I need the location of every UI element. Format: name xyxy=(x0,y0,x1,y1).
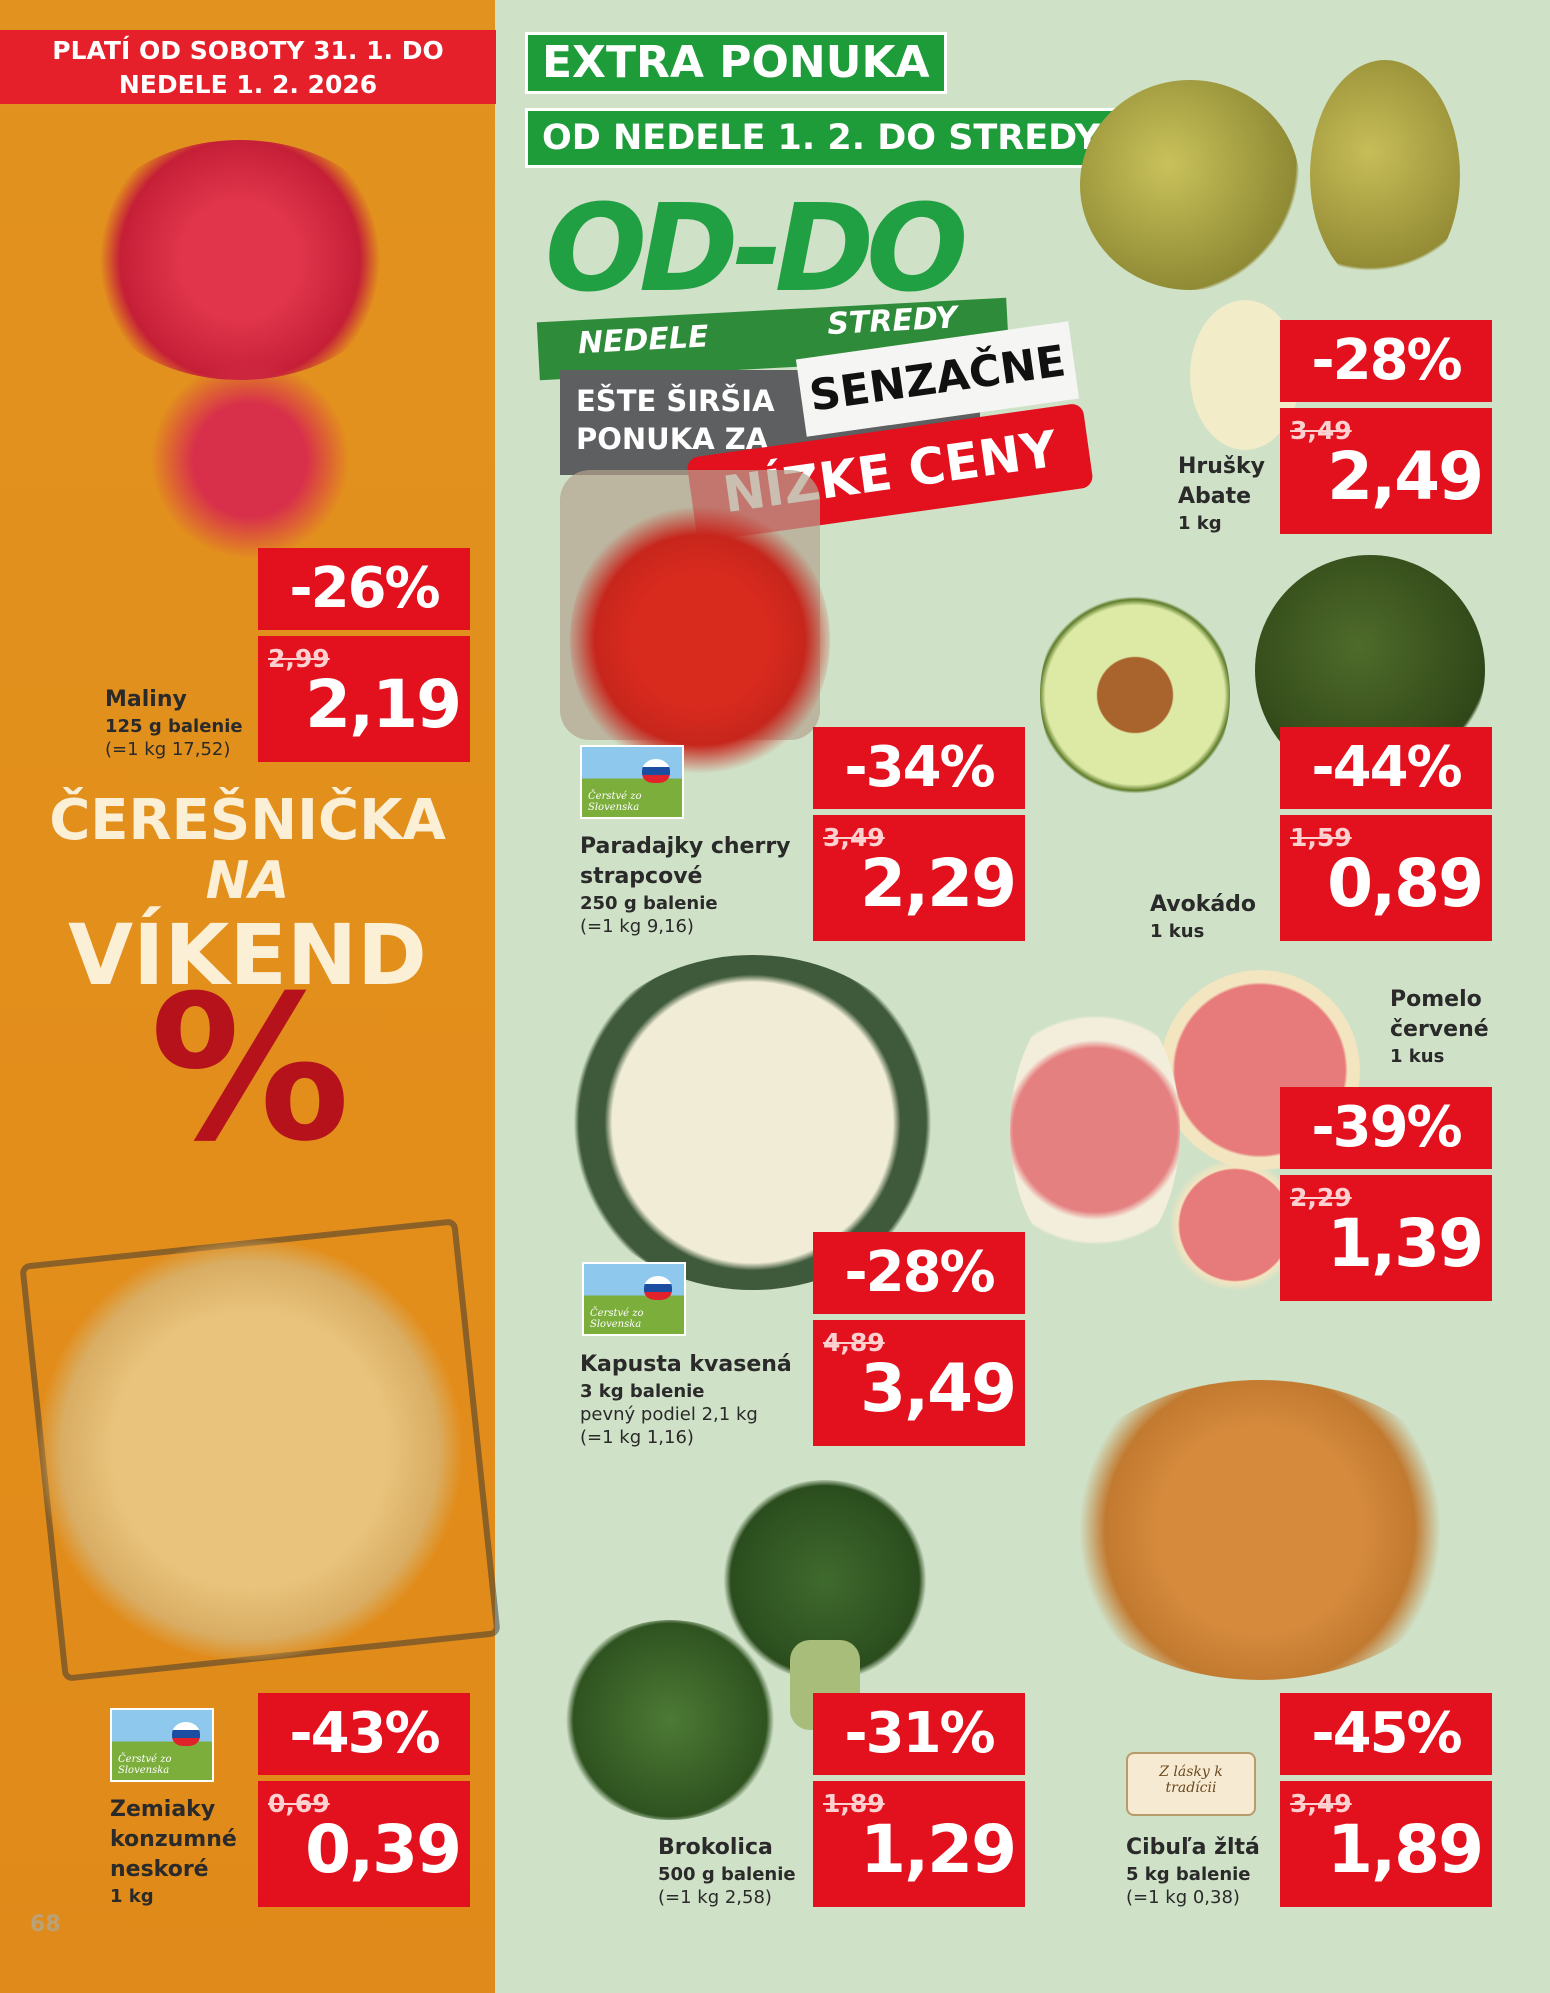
discount-badge: -31% xyxy=(813,1693,1025,1775)
product-detail: 5 kg balenie xyxy=(1126,1864,1251,1885)
price-tag: -45% 3,49 1,89 xyxy=(1280,1693,1492,1907)
weekend-title: ČEREŠNIČKA NA VÍKEND xyxy=(0,788,495,1004)
discount-badge: -34% xyxy=(813,727,1025,809)
product-detail: (=1 kg 0,38) xyxy=(1126,1887,1240,1908)
product-label: Cibuľa žltá 5 kg balenie (=1 kg 0,38) xyxy=(1126,1833,1260,1909)
current-price: 2,49 xyxy=(1327,438,1484,515)
product-name: Cibuľa žltá xyxy=(1126,1835,1260,1860)
product-label: Avokádo 1 kus xyxy=(1150,890,1256,943)
old-price: 3,49 xyxy=(1290,416,1352,445)
page-number: 68 xyxy=(30,1912,61,1937)
price-box: 3,49 2,29 xyxy=(813,815,1025,941)
product-label: Brokolica 500 g balenie (=1 kg 2,58) xyxy=(658,1833,796,1909)
product-name: Kapusta kvasená xyxy=(580,1352,792,1377)
price-box: 1,89 1,29 xyxy=(813,1781,1025,1907)
product-detail: (=1 kg 9,16) xyxy=(580,916,694,937)
price-tag: -28% 4,89 3,49 xyxy=(813,1232,1025,1446)
current-price: 1,39 xyxy=(1327,1205,1484,1282)
weekend-line1: ČEREŠNIČKA xyxy=(49,788,446,853)
extra-offer-title: EXTRA PONUKA xyxy=(525,32,947,94)
promo-line1: EŠTE ŠIRŠIA xyxy=(576,384,775,418)
product-detail: pevný podiel 2,1 kg xyxy=(580,1404,758,1425)
price-box: 2,29 1,39 xyxy=(1280,1175,1492,1301)
price-box: 1,59 0,89 xyxy=(1280,815,1492,941)
old-price: 2,29 xyxy=(1290,1183,1352,1212)
product-name: Avokádo xyxy=(1150,892,1257,917)
discount-badge: -44% xyxy=(1280,727,1492,809)
price-tag: -31% 1,89 1,29 xyxy=(813,1693,1025,1907)
old-price: 2,99 xyxy=(268,644,330,673)
current-price: 3,49 xyxy=(860,1350,1017,1427)
product-detail: 500 g balenie xyxy=(658,1864,796,1885)
product-label: Paradajky cherry strapcové 250 g balenie(… xyxy=(580,832,810,938)
product-name: Paradajky cherry strapcové xyxy=(580,834,791,889)
discount-badge: -28% xyxy=(1280,320,1492,402)
price-box: 3,49 1,89 xyxy=(1280,1781,1492,1907)
product-detail: 1 kg xyxy=(1178,513,1222,534)
promo-from: NEDELE xyxy=(577,319,710,362)
product-detail: 3 kg balenie xyxy=(580,1381,705,1402)
weekend-line3: VÍKEND xyxy=(68,906,427,1004)
product-name: Pomelo červené xyxy=(1390,987,1489,1042)
tradition-badge: Z lásky k tradícii xyxy=(1126,1752,1256,1816)
current-price: 1,89 xyxy=(1327,1811,1484,1888)
product-detail: 1 kus xyxy=(1150,921,1205,942)
discount-badge: -43% xyxy=(258,1693,470,1775)
price-box: 4,89 3,49 xyxy=(813,1320,1025,1446)
product-name: Brokolica xyxy=(658,1835,773,1860)
product-detail: 125 g balenie xyxy=(105,716,243,737)
current-price: 2,19 xyxy=(305,666,462,743)
price-tag: -44% 1,59 0,89 xyxy=(1280,727,1492,941)
weekend-line2: NA xyxy=(205,851,290,911)
price-tag: -43% 0,69 0,39 xyxy=(258,1693,470,1907)
promo-to: STREDY xyxy=(826,300,959,343)
product-detail: 1 kg xyxy=(110,1886,154,1907)
price-tag: -28% 3,49 2,49 xyxy=(1280,320,1492,534)
price-box: 2,99 2,19 xyxy=(258,636,470,762)
product-label: Hrušky Abate 1 kg xyxy=(1178,452,1308,535)
old-price: 3,49 xyxy=(1290,1789,1352,1818)
product-name: Zemiaky konzumné neskoré xyxy=(110,1797,237,1882)
product-detail: (=1 kg 2,58) xyxy=(658,1887,772,1908)
slovak-badge: Čerstvé zo Slovenska xyxy=(580,745,684,819)
price-tag: -34% 3,49 2,29 xyxy=(813,727,1025,941)
current-price: 2,29 xyxy=(860,845,1017,922)
price-tag: -39% 2,29 1,39 xyxy=(1280,1087,1492,1301)
old-price: 3,49 xyxy=(823,823,885,852)
validity-banner: PLATÍ OD SOBOTY 31. 1. DO NEDELE 1. 2. 2… xyxy=(0,30,496,104)
discount-badge: -45% xyxy=(1280,1693,1492,1775)
price-tag: -26% 2,99 2,19 xyxy=(258,548,470,762)
discount-badge: -39% xyxy=(1280,1087,1492,1169)
price-box: 3,49 2,49 xyxy=(1280,408,1492,534)
slovak-badge: Čerstvé zo Slovenska xyxy=(582,1262,686,1336)
product-label: Maliny 125 g balenie (=1 kg 17,52) xyxy=(105,685,243,761)
current-price: 1,29 xyxy=(860,1811,1017,1888)
product-detail: 1 kus xyxy=(1390,1046,1445,1067)
product-detail: 250 g balenie xyxy=(580,893,718,914)
old-price: 0,69 xyxy=(268,1789,330,1818)
price-box: 0,69 0,39 xyxy=(258,1781,470,1907)
current-price: 0,89 xyxy=(1327,845,1484,922)
discount-badge: -28% xyxy=(813,1232,1025,1314)
old-price: 1,59 xyxy=(1290,823,1352,852)
product-name: Hrušky Abate xyxy=(1178,454,1265,509)
cherry-percent-icon: % xyxy=(149,953,351,1186)
product-name: Maliny xyxy=(105,687,187,712)
od-do-logo: OD-DO xyxy=(545,180,968,319)
slovak-badge: Čerstvé zo Slovenska xyxy=(110,1708,214,1782)
product-label: Zemiaky konzumné neskoré 1 kg xyxy=(110,1795,240,1908)
old-price: 4,89 xyxy=(823,1328,885,1357)
product-detail: (=1 kg 17,52) xyxy=(105,739,231,760)
product-detail: (=1 kg 1,16) xyxy=(580,1427,694,1448)
discount-badge: -26% xyxy=(258,548,470,630)
product-label: Pomelo červené 1 kus xyxy=(1390,985,1520,1068)
old-price: 1,89 xyxy=(823,1789,885,1818)
current-price: 0,39 xyxy=(305,1811,462,1888)
product-label: Kapusta kvasená 3 kg balenie pevný podiel … xyxy=(580,1350,792,1449)
